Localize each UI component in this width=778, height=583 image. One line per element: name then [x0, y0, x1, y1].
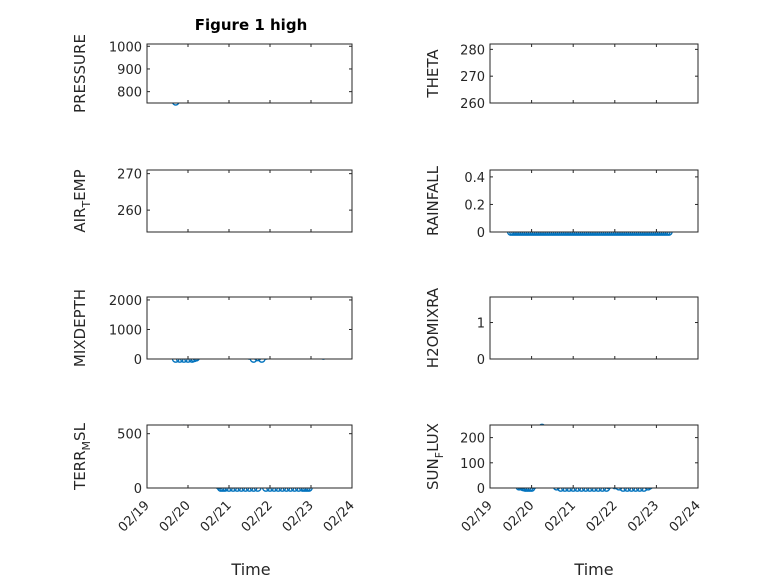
y-label-subscript: F [433, 452, 446, 458]
y-tick-label: 900 [117, 63, 142, 78]
axes-frame [146, 43, 353, 104]
y-tick-label: 0 [477, 482, 485, 497]
x-axis-label-left: Time [230, 560, 270, 579]
axes-frame [489, 169, 699, 233]
y-axis-label: H2OMIXRA [424, 287, 442, 368]
y-axis-label: SUNFLUX [424, 423, 446, 490]
y-tick-label: 200 [460, 432, 485, 447]
subplot-6: 0 1 H2OMIXRA [424, 287, 699, 368]
y-label-main: SUN [424, 458, 442, 490]
y-axis-label: MIXDEPTH [71, 289, 89, 367]
subplot-3: 260 270 AIRTEMP [71, 168, 353, 233]
y-tick-label: 260 [117, 204, 142, 219]
y-tick-label: 500 [117, 428, 142, 443]
y-label-rest: LUX [424, 423, 442, 452]
y-label-rest: SL [71, 422, 89, 441]
y-tick-label: 1 [477, 317, 485, 332]
y-label-subscript: M [80, 441, 93, 451]
y-label-subscript: T [80, 201, 93, 209]
y-tick-label: 280 [460, 43, 485, 58]
axes-frame [489, 43, 699, 104]
y-tick-label: 1000 [109, 323, 142, 338]
y-tick-label: 0.2 [464, 198, 485, 213]
subplot-4: 0 0.2 0.4 RAINFALL [424, 165, 699, 241]
y-tick-label: 270 [460, 70, 485, 85]
y-tick-label: 0 [477, 353, 485, 368]
y-tick-label: 0 [134, 482, 142, 497]
axes-frame [489, 424, 699, 489]
y-tick-label: 2000 [109, 294, 142, 309]
y-axis-label: PRESSURE [71, 34, 89, 113]
y-label-main: AIR [71, 208, 89, 233]
subplot-2: 260 270 280 THETA [424, 43, 699, 112]
y-label-main: TERR [71, 450, 89, 491]
y-axis-label: TERRMSL [71, 422, 93, 491]
axes-frame [146, 296, 353, 360]
figure-title: Figure 1 high [195, 16, 308, 34]
y-tick-label: 270 [117, 168, 142, 183]
axes-frame [489, 296, 699, 360]
y-tick-label: 0 [134, 353, 142, 368]
y-tick-label: 800 [117, 86, 142, 101]
y-tick-label: 100 [460, 457, 485, 472]
x-axis-label-right: Time [573, 560, 613, 579]
y-label-rest: EMP [71, 169, 89, 200]
axes-frame [146, 424, 353, 489]
y-tick-label: 0 [477, 226, 485, 241]
y-axis-label: THETA [424, 49, 442, 99]
y-axis-label: AIRTEMP [71, 169, 93, 232]
y-tick-label: 260 [460, 97, 485, 112]
y-tick-label: 0.4 [464, 171, 485, 186]
subplot-5: 0 1000 2000 MIXDEPTH [71, 289, 353, 368]
subplot-1: 800 900 1000 PRESSURE [71, 34, 353, 113]
y-axis-label: RAINFALL [424, 165, 442, 236]
y-tick-label: 1000 [109, 40, 142, 55]
axes-frame [146, 169, 353, 233]
